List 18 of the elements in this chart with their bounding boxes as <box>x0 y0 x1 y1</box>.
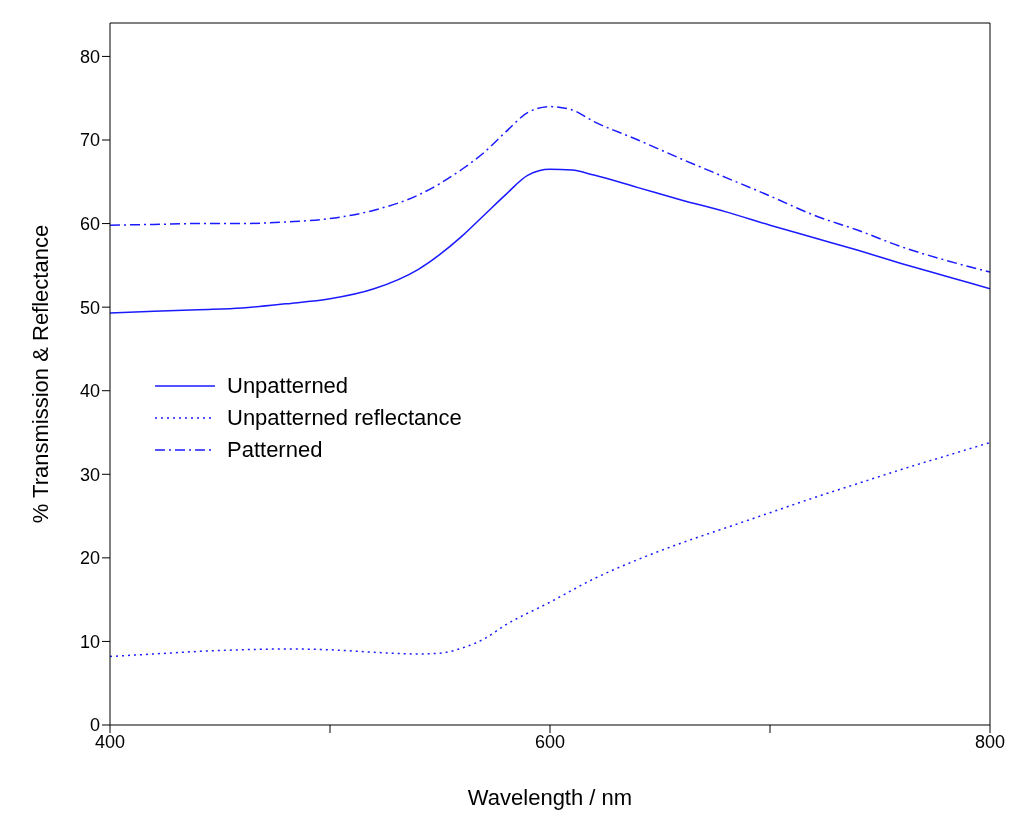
y-tick-label: 80 <box>79 46 100 67</box>
legend-label: Unpatterned <box>227 372 349 400</box>
legend-label: Unpatterned reflectance <box>227 404 462 432</box>
x-axis-title: Wavelength / nm <box>467 785 633 810</box>
y-tick-label: 20 <box>79 548 100 569</box>
y-axis-title: % Transmission & Reflectance <box>27 224 53 524</box>
x-tick-label: 600 <box>534 731 566 752</box>
y-tick-label: 40 <box>79 381 100 402</box>
y-tick-label: 50 <box>79 297 100 318</box>
x-tick-label: 800 <box>974 731 1006 752</box>
line-series <box>110 168 990 314</box>
line-series <box>110 105 990 273</box>
legend-label: Patterned <box>227 436 323 464</box>
y-tick-label: 60 <box>79 213 100 234</box>
y-tick-label: 30 <box>79 464 100 485</box>
y-tick-label: 70 <box>79 130 100 151</box>
line-series <box>110 441 990 658</box>
y-tick-label: 10 <box>79 631 100 652</box>
